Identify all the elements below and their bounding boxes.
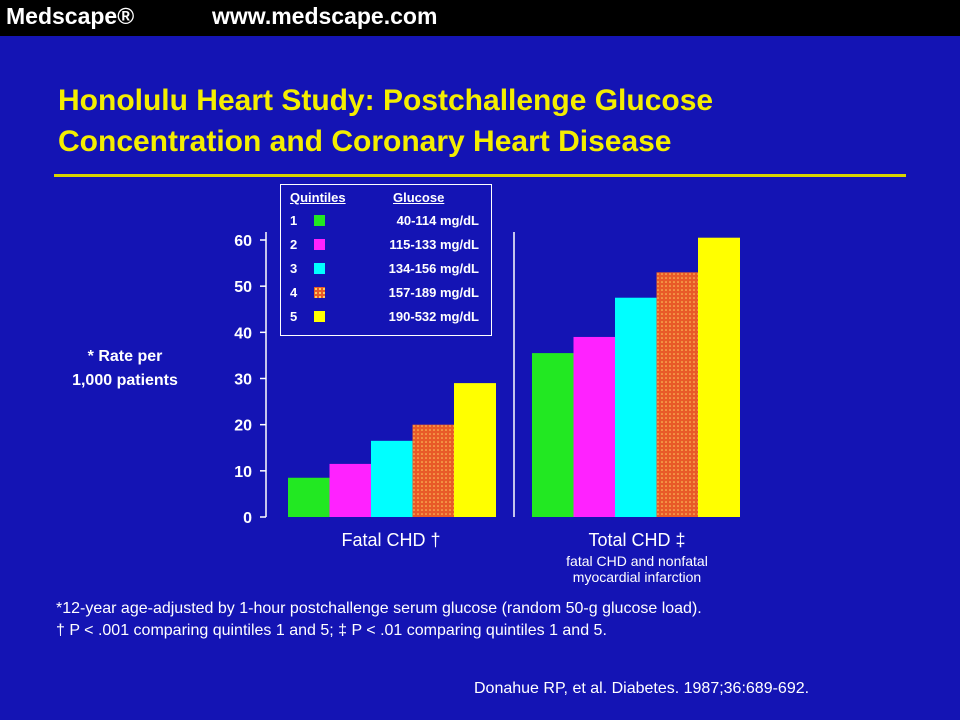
y-tick-label: 40 <box>234 325 252 342</box>
legend-heading-quintiles: Quintiles <box>290 190 346 205</box>
y-tick-label: 30 <box>234 372 252 389</box>
legend-item-number: 5 <box>290 309 298 324</box>
legend-item-range: 40-114 mg/dL <box>396 213 479 228</box>
legend-item-number: 2 <box>290 237 298 252</box>
category-sublabel: myocardial infarction <box>573 569 701 585</box>
y-tick-label: 60 <box>234 233 252 250</box>
y-axis-label-line: * Rate per <box>87 348 163 365</box>
legend-swatch <box>314 287 325 298</box>
legend-swatch <box>314 311 325 322</box>
bar-1-quintile-4 <box>412 424 455 517</box>
bar-2-quintile-3 <box>615 297 657 517</box>
category-sublabel: fatal CHD and nonfatal <box>566 553 708 569</box>
bar-2-quintile-2 <box>573 336 616 517</box>
legend-item-number: 3 <box>290 261 298 276</box>
legend-item-range: 115-133 mg/dL <box>389 237 479 252</box>
y-tick-label: 10 <box>234 464 252 481</box>
bar-2-quintile-4 <box>656 272 699 517</box>
y-axis-label-line: 1,000 patients <box>72 372 178 389</box>
legend-swatch <box>314 239 325 250</box>
bar-2-quintile-1 <box>532 353 574 517</box>
y-axis-label: * Rate per 1,000 patients <box>30 345 220 393</box>
footnote-significance: † P < .001 comparing quintiles 1 and 5; … <box>56 622 607 639</box>
bar-2-quintile-5 <box>698 237 740 518</box>
y-tick-label: 20 <box>234 418 252 435</box>
header-bar: Medscape® www.medscape.com <box>0 0 960 36</box>
y-tick-label: 0 <box>243 510 252 527</box>
legend-item-range: 157-189 mg/dL <box>388 285 479 300</box>
y-tick-label: 50 <box>234 279 252 296</box>
category-label: Fatal CHD † <box>341 530 440 550</box>
legend-item-number: 4 <box>290 285 298 300</box>
legend-item-number: 1 <box>290 213 298 228</box>
category-label: Total CHD ‡ <box>588 530 685 550</box>
brand-logo: Medscape® <box>6 3 135 29</box>
legend-swatch <box>314 215 325 226</box>
legend-item-range: 190-532 mg/dL <box>388 309 479 324</box>
bar-1-quintile-3 <box>371 440 413 517</box>
citation: Donahue RP, et al. Diabetes. 1987;36:689… <box>474 680 810 697</box>
chart-legend: Quintiles Glucose 1 40-114 mg/dL 2 115-1… <box>280 184 492 336</box>
legend-heading-glucose: Glucose <box>393 190 445 205</box>
bar-1-quintile-2 <box>329 463 372 517</box>
title-divider <box>54 174 906 177</box>
footnotes: *12-year age-adjusted by 1-hour postchal… <box>56 598 936 642</box>
bar-1-quintile-5 <box>454 383 496 517</box>
slide-title: Honolulu Heart Study: Postchallenge Gluc… <box>58 84 714 158</box>
legend-swatch <box>314 263 325 274</box>
legend-item-range: 134-156 mg/dL <box>388 261 479 276</box>
bar-1-quintile-1 <box>288 477 330 517</box>
footnote-adjustment: *12-year age-adjusted by 1-hour postchal… <box>56 600 702 617</box>
website-url: www.medscape.com <box>212 3 438 29</box>
